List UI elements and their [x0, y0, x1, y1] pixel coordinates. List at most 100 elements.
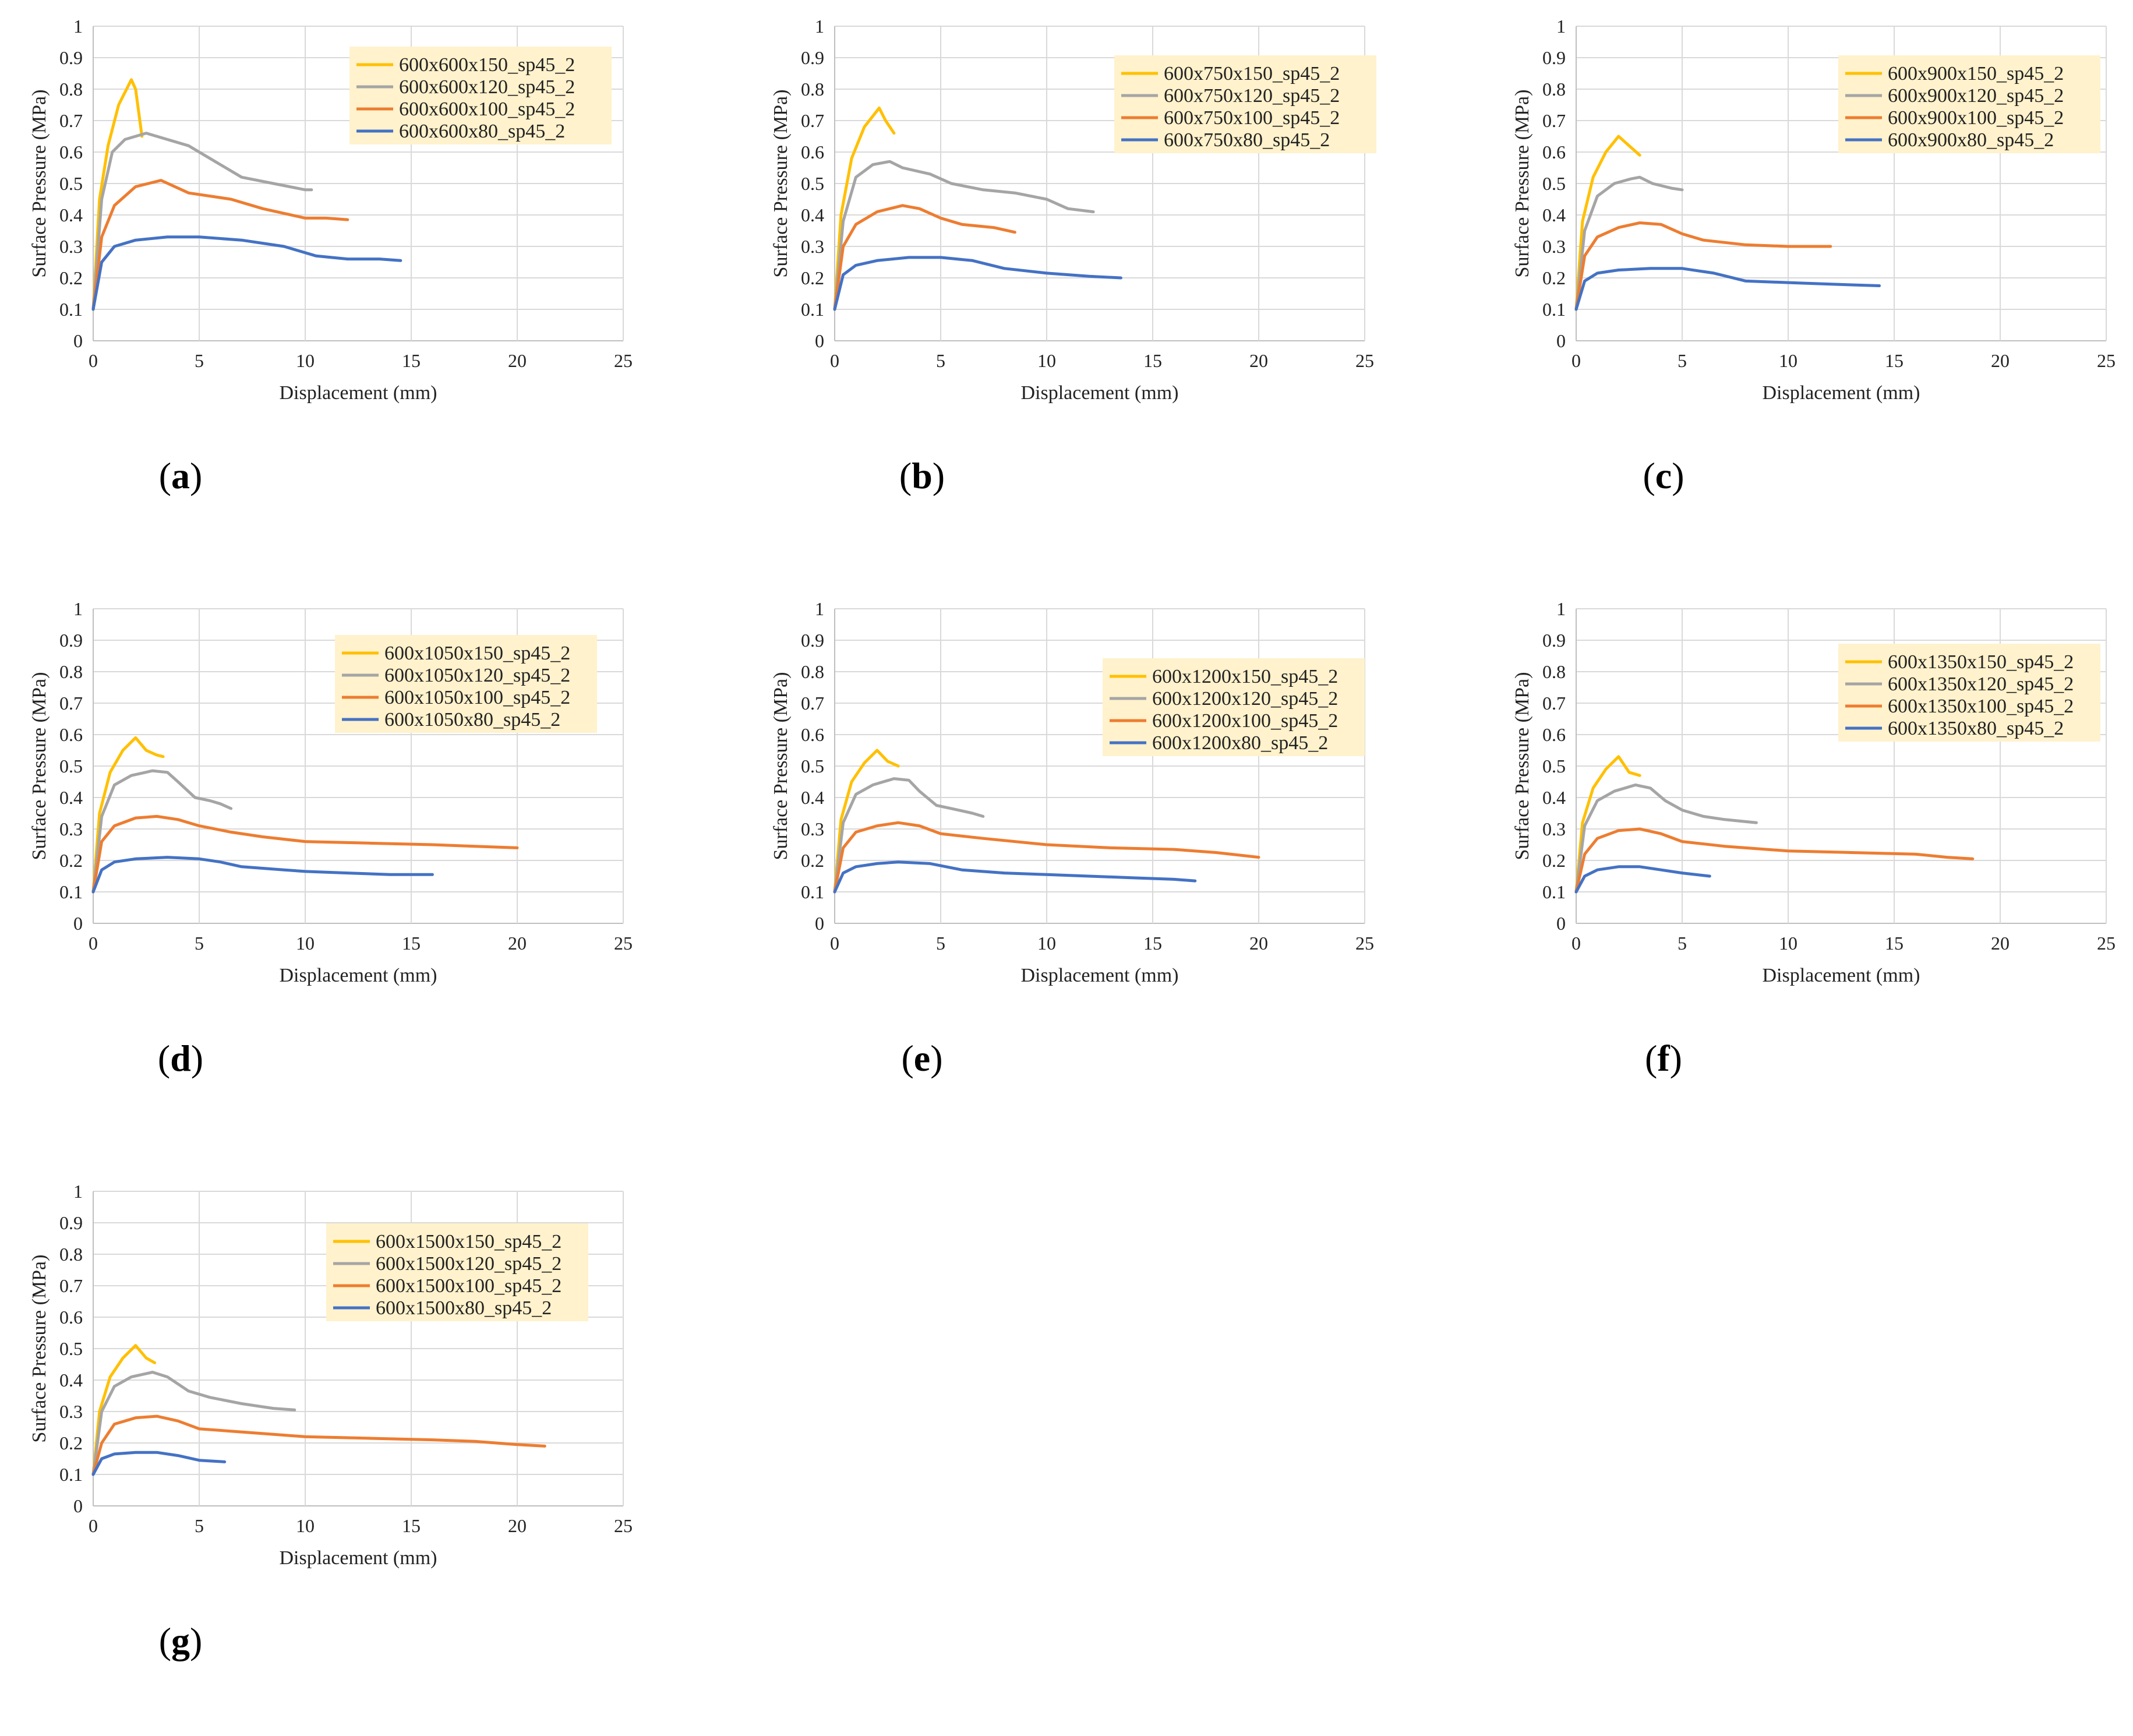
y-tick-label-g-8: 0.8 — [59, 1244, 83, 1265]
y-tick-label-a-1: 0.1 — [59, 299, 83, 320]
y-tick-label-d-0: 0 — [73, 913, 83, 934]
y-tick-label-d-1: 0.1 — [59, 881, 83, 902]
x-tick-label-d-5: 25 — [614, 933, 633, 954]
y-tick-label-g-2: 0.2 — [59, 1432, 83, 1453]
y-tick-label-f-1: 0.1 — [1542, 881, 1566, 902]
y-tick-label-b-4: 0.4 — [801, 204, 824, 225]
x-tick-label-b-4: 20 — [1249, 350, 1268, 371]
y-tick-label-b-2: 0.2 — [801, 267, 824, 288]
series-line-e-1 — [833, 777, 985, 894]
series-line-b-0 — [833, 106, 896, 311]
series-line-a-0 — [91, 78, 144, 311]
legend-d: 600x1050x150_sp45_2600x1050x120_sp45_260… — [335, 635, 597, 733]
legend-label-b-2: 600x750x100_sp45_2 — [1164, 107, 1340, 129]
y-tick-label-b-7: 0.7 — [801, 110, 824, 131]
legend-f: 600x1350x150_sp45_2600x1350x120_sp45_260… — [1838, 644, 2100, 742]
series-line-f-3 — [1574, 865, 1711, 894]
legend-label-e-0: 600x1200x150_sp45_2 — [1152, 666, 1338, 687]
panel-label-g: g — [171, 1620, 190, 1661]
y-tick-label-f-2: 0.2 — [1542, 850, 1566, 871]
panel-label-a: a — [171, 455, 190, 496]
legend-label-a-2: 600x600x100_sp45_2 — [399, 98, 575, 120]
legend-label-b-3: 600x750x80_sp45_2 — [1164, 129, 1330, 151]
y-tick-label-a-2: 0.2 — [59, 267, 83, 288]
x-tick-label-f-0: 0 — [1572, 933, 1581, 954]
y-tick-label-a-4: 0.4 — [59, 204, 83, 225]
y-tick-label-d-10: 1 — [73, 598, 83, 619]
x-tick-label-d-3: 15 — [402, 933, 421, 954]
legend-label-c-2: 600x900x100_sp45_2 — [1888, 107, 2064, 129]
y-tick-label-g-1: 0.1 — [59, 1464, 83, 1485]
x-tick-label-b-2: 10 — [1037, 350, 1056, 371]
x-tick-label-f-5: 25 — [2097, 933, 2116, 954]
x-tick-label-a-4: 20 — [508, 350, 527, 371]
y-tick-label-c-0: 0 — [1556, 330, 1566, 351]
y-tick-label-f-3: 0.3 — [1542, 818, 1566, 839]
series-line-f-0 — [1574, 755, 1641, 894]
x-tick-label-d-4: 20 — [508, 933, 527, 954]
legend-label-a-0: 600x600x150_sp45_2 — [399, 54, 575, 76]
series-line-a-3 — [91, 235, 402, 311]
chart-svg-e: 00.10.20.30.40.50.60.70.80.910 5 10 15 20 25D… — [770, 598, 1374, 986]
y-tick-label-c-8: 0.8 — [1542, 79, 1566, 100]
x-tick-label-e-4: 20 — [1249, 933, 1268, 954]
y-tick-label-g-9: 0.9 — [59, 1212, 83, 1233]
y-tick-label-c-6: 0.6 — [1542, 142, 1566, 163]
legend-label-d-0: 600x1050x150_sp45_2 — [384, 643, 570, 664]
x-tick-label-a-2: 10 — [296, 350, 315, 371]
y-tick-label-e-1: 0.1 — [801, 881, 824, 902]
series-line-d-0 — [91, 736, 165, 894]
legend-e: 600x1200x150_sp45_2600x1200x120_sp45_260… — [1103, 658, 1365, 756]
y-tick-label-b-5: 0.5 — [801, 173, 824, 194]
y-tick-label-f-9: 0.9 — [1542, 630, 1566, 651]
y-tick-label-d-4: 0.4 — [59, 787, 83, 808]
x-axis-title-d: Displacement (mm) — [280, 965, 437, 986]
legend-label-a-3: 600x600x80_sp45_2 — [399, 121, 565, 142]
y-tick-label-c-2: 0.2 — [1542, 267, 1566, 288]
y-tick-label-a-10: 1 — [73, 16, 83, 37]
legend-b: 600x750x150_sp45_2600x750x120_sp45_2600x… — [1114, 55, 1376, 153]
x-tick-label-c-2: 10 — [1779, 350, 1797, 371]
chart-svg-c: 00.10.20.30.40.50.60.70.80.910 5 10 15 20 25D… — [1512, 16, 2116, 404]
legend-label-d-2: 600x1050x100_sp45_2 — [384, 687, 570, 708]
panel-caption-c: (c) — [1643, 455, 1684, 496]
x-tick-label-d-2: 10 — [296, 933, 315, 954]
legend-label-f-2: 600x1350x100_sp45_2 — [1888, 696, 2074, 717]
x-axis-title-f: Displacement (mm) — [1763, 965, 1920, 986]
panel-label-f: f — [1657, 1038, 1670, 1079]
x-axis-title-g: Displacement (mm) — [280, 1547, 437, 1569]
y-axis-title-g: Surface Pressure (MPa) — [29, 1255, 50, 1443]
legend-label-c-0: 600x900x150_sp45_2 — [1888, 63, 2064, 84]
series-line-e-2 — [833, 821, 1260, 894]
chart-panel-d: 0 0.1 0.2 0.3 0.4 0.5 0.6 0.7 0.8 0.9 1 0 5 10 15 20 25 D… — [17, 594, 693, 1153]
legend-label-g-0: 600x1500x150_sp45_2 — [376, 1231, 561, 1252]
y-tick-label-d-8: 0.8 — [59, 661, 83, 682]
x-tick-label-f-4: 20 — [1991, 933, 2010, 954]
legend-label-f-1: 600x1350x120_sp45_2 — [1888, 673, 2074, 695]
y-tick-label-c-5: 0.5 — [1542, 173, 1566, 194]
chart-svg-a: 00.10.20.30.40.50.60.70.80.910 5 10 15 20 25D… — [29, 16, 633, 404]
x-tick-label-g-5: 25 — [614, 1515, 633, 1536]
y-tick-label-f-7: 0.7 — [1542, 693, 1566, 714]
y-tick-label-c-7: 0.7 — [1542, 110, 1566, 131]
y-tick-label-c-4: 0.4 — [1542, 204, 1566, 225]
x-tick-label-c-3: 15 — [1885, 350, 1904, 371]
chart-panel-e: 0 0.1 0.2 0.3 0.4 0.5 0.6 0.7 0.8 0.9 1 0 5 10 15 20 25 D… — [759, 594, 1435, 1153]
y-tick-label-b-1: 0.1 — [801, 299, 824, 320]
chart-panel-b: 0 0.1 0.2 0.3 0.4 0.5 0.6 0.7 0.8 0.9 1 0 5 10 15 20 25 D… — [759, 12, 1435, 571]
series-line-d-3 — [91, 856, 434, 894]
chart-svg-g: 00.10.20.30.40.50.60.70.80.910 5 10 15 20 25D… — [29, 1181, 633, 1569]
legend-label-e-2: 600x1200x100_sp45_2 — [1152, 710, 1338, 732]
y-tick-label-b-10: 1 — [815, 16, 824, 37]
series-line-b-1 — [833, 160, 1095, 311]
y-tick-label-d-6: 0.6 — [59, 724, 83, 745]
x-tick-label-f-3: 15 — [1885, 933, 1904, 954]
y-axis-title-e: Surface Pressure (MPa) — [770, 672, 792, 860]
y-tick-label-e-3: 0.3 — [801, 818, 824, 839]
y-tick-label-e-5: 0.5 — [801, 756, 824, 777]
y-tick-label-g-10: 1 — [73, 1181, 83, 1202]
legend-a: 600x600x150_sp45_2600x600x120_sp45_2600x… — [349, 47, 612, 144]
legend-label-d-1: 600x1050x120_sp45_2 — [384, 665, 570, 686]
panel-label-e: e — [913, 1038, 931, 1079]
legend-box-b — [1114, 55, 1376, 153]
